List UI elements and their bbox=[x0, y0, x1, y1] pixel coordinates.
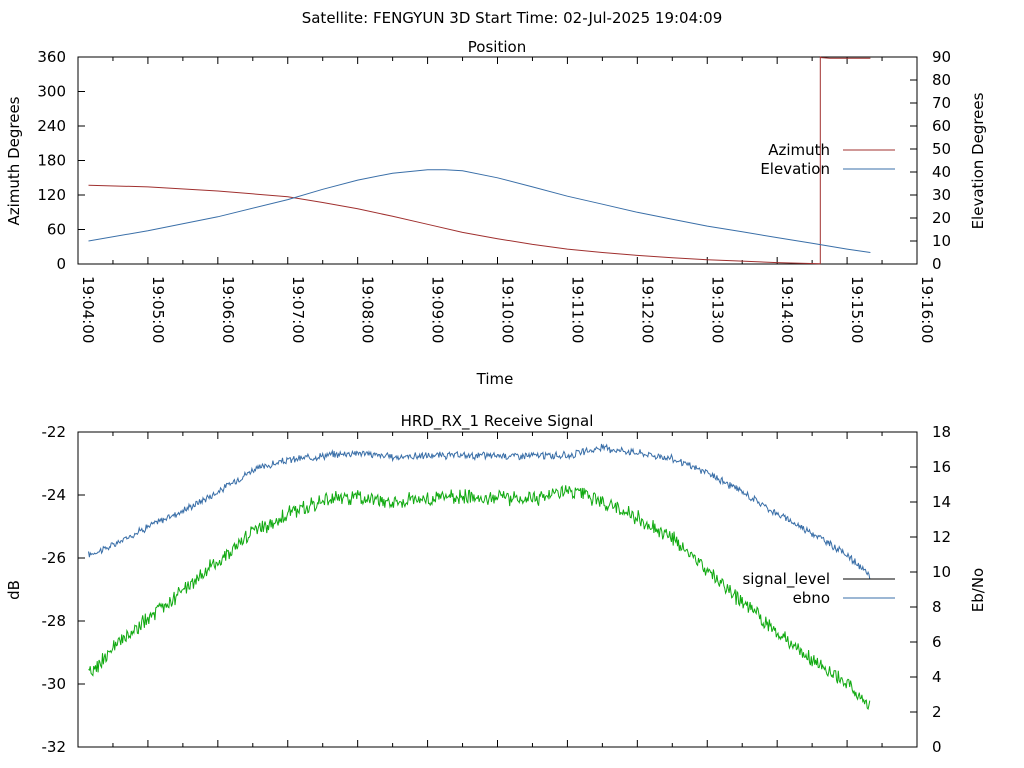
position-x-label: Time bbox=[476, 370, 514, 388]
signal-y-label: dB bbox=[5, 580, 23, 600]
x-tick-label: 19:11:00 bbox=[568, 276, 586, 343]
y-tick-label: -28 bbox=[42, 612, 67, 630]
y-tick-label: -30 bbox=[42, 675, 67, 693]
y2-tick-label: 40 bbox=[932, 163, 951, 181]
position-series bbox=[88, 56, 871, 265]
y2-tick-label: 14 bbox=[932, 493, 951, 511]
y2-tick-label: 6 bbox=[932, 633, 942, 651]
y2-tick-label: 50 bbox=[932, 140, 951, 158]
position-chart-title: Position bbox=[468, 38, 526, 56]
y-tick-label: -32 bbox=[42, 738, 67, 756]
y2-tick-label: 90 bbox=[932, 48, 951, 66]
y-tick-label: 300 bbox=[37, 83, 66, 101]
position-y-label: Azimuth Degrees bbox=[5, 96, 23, 225]
y2-tick-label: 12 bbox=[932, 528, 951, 546]
series-line-elevation bbox=[88, 169, 871, 253]
series-line-signal-level bbox=[88, 443, 871, 580]
y-tick-label: 60 bbox=[47, 221, 66, 239]
y2-tick-label: 18 bbox=[932, 423, 951, 441]
x-tick-label: 19:09:00 bbox=[429, 276, 447, 343]
x-tick-label: 19:15:00 bbox=[848, 276, 866, 343]
y-tick-label: -26 bbox=[42, 549, 67, 567]
series-line-ebno bbox=[88, 485, 871, 711]
y-tick-label: 120 bbox=[37, 186, 66, 204]
signal-series bbox=[88, 443, 871, 711]
series-line-azimuth bbox=[88, 56, 871, 265]
y2-tick-label: 0 bbox=[932, 738, 942, 756]
y2-tick-label: 10 bbox=[932, 563, 951, 581]
y2-tick-label: 0 bbox=[932, 255, 942, 273]
x-tick-label: 19:13:00 bbox=[708, 276, 726, 343]
position-axis-ticks: 19:04:00 19:05:00 19:06:00 19:07:00 19:08:00… bbox=[37, 48, 951, 343]
x-tick-label: 19:08:00 bbox=[359, 276, 377, 343]
y-tick-label: -22 bbox=[42, 423, 67, 441]
y-tick-label: 0 bbox=[56, 255, 66, 273]
y-tick-label: 360 bbox=[37, 48, 66, 66]
y-tick-label: -24 bbox=[42, 486, 67, 504]
y2-tick-label: 20 bbox=[932, 209, 951, 227]
signal-plot-frame bbox=[77, 431, 918, 748]
legend-label: ebno bbox=[793, 589, 830, 607]
legend-label: Azimuth bbox=[768, 141, 830, 159]
y2-tick-label: 60 bbox=[932, 117, 951, 135]
position-chart: Position Azimuth Degrees Elevation Degre… bbox=[5, 38, 987, 388]
x-tick-label: 19:05:00 bbox=[149, 276, 167, 343]
signal-axis-ticks: -32 -30 -28 -26 -24 -22 0 2 4 6 8 10 12 14 16 18 bbox=[42, 423, 952, 756]
y-tick-label: 180 bbox=[37, 152, 66, 170]
position-y2-label: Elevation Degrees bbox=[969, 92, 987, 229]
x-tick-label: 19:06:00 bbox=[219, 276, 237, 343]
x-tick-label: 19:14:00 bbox=[778, 276, 796, 343]
y2-tick-label: 80 bbox=[932, 71, 951, 89]
y2-tick-label: 16 bbox=[932, 458, 951, 476]
y2-tick-label: 4 bbox=[932, 668, 942, 686]
signal-chart: HRD_RX_1 Receive Signal dB Eb/No -32-30-… bbox=[5, 412, 987, 756]
y-tick-label: 240 bbox=[37, 117, 66, 135]
x-tick-label: 19:07:00 bbox=[289, 276, 307, 343]
y2-tick-label: 8 bbox=[932, 598, 942, 616]
x-tick-label: 19:10:00 bbox=[499, 276, 517, 343]
x-tick-label: 19:12:00 bbox=[638, 276, 656, 343]
signal-chart-title: HRD_RX_1 Receive Signal bbox=[401, 412, 594, 431]
y2-tick-label: 70 bbox=[932, 94, 951, 112]
header-title: Satellite: FENGYUN 3D Start Time: 02-Jul… bbox=[302, 9, 723, 27]
y2-tick-label: 30 bbox=[932, 186, 951, 204]
x-tick-label: 19:04:00 bbox=[79, 276, 97, 343]
y2-tick-label: 2 bbox=[932, 703, 942, 721]
legend-label: Elevation bbox=[760, 160, 830, 178]
signal-y2-label: Eb/No bbox=[969, 568, 987, 612]
legend-label: signal_level bbox=[742, 570, 830, 589]
x-tick-label: 19:16:00 bbox=[918, 276, 936, 343]
y2-tick-label: 10 bbox=[932, 232, 951, 250]
